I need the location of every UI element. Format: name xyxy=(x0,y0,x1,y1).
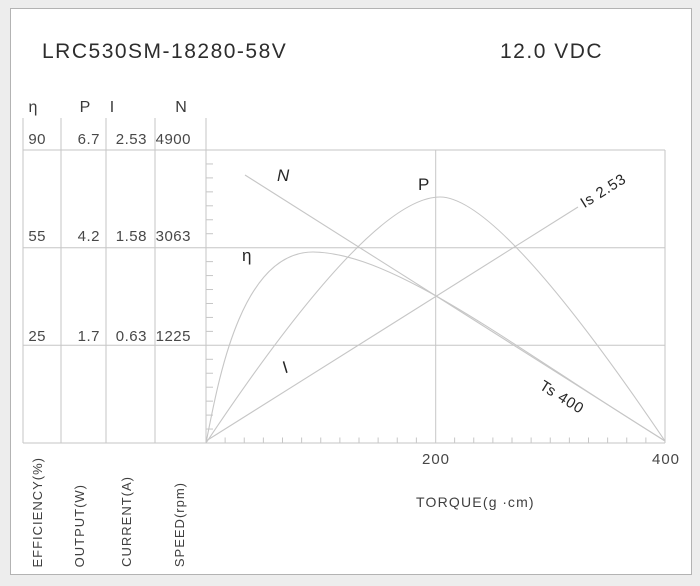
table-cell-p-1: 6.7 xyxy=(77,131,100,148)
table-cell-eta-2: 55 xyxy=(28,228,46,245)
motor-model-title: LRC530SM-18280-58V xyxy=(42,40,288,63)
table-cell-i-1: 2.53 xyxy=(115,131,147,148)
column-header-output: P xyxy=(79,99,91,116)
table-cell-n-2: 3063 xyxy=(155,228,191,245)
table-cell-eta-1: 90 xyxy=(28,131,46,148)
y-axis-title-speed: SPEED(rpm) xyxy=(172,481,187,567)
table-cell-p-3: 1.7 xyxy=(77,328,100,345)
efficiency-curve xyxy=(205,251,666,444)
table-cell-eta-3: 25 xyxy=(28,328,46,345)
table-cell-i-2: 1.58 xyxy=(115,228,147,245)
table-cell-n-3: 1225 xyxy=(155,328,191,345)
column-header-current: I xyxy=(109,99,115,116)
x-axis-title-torque: TORQUE(g ∙cm) xyxy=(416,494,535,510)
current-curve xyxy=(205,206,579,442)
y-axis-title-current: CURRENT(A) xyxy=(119,476,134,567)
output-curve-label: P xyxy=(418,175,430,194)
column-header-speed: N xyxy=(175,99,187,116)
table-cell-n-1: 4900 xyxy=(155,131,191,148)
table-cell-i-3: 0.63 xyxy=(115,328,147,345)
speed-curve-label: N xyxy=(277,166,290,185)
axis-minor-ticks xyxy=(206,163,647,443)
test-voltage-label: 12.0 VDC xyxy=(500,40,604,63)
x-tick-400: 400 xyxy=(651,451,681,468)
y-axis-title-efficiency: EFFICIENCY(%) xyxy=(30,456,45,568)
x-tick-200: 200 xyxy=(421,451,451,468)
output-power-curve xyxy=(205,196,666,444)
column-header-efficiency: η xyxy=(28,99,38,116)
efficiency-curve-label: η xyxy=(242,246,252,265)
figure-frame xyxy=(10,8,692,575)
y-axis-title-output: OUTPUT(W) xyxy=(72,483,87,567)
table-cell-p-2: 4.2 xyxy=(77,228,100,245)
